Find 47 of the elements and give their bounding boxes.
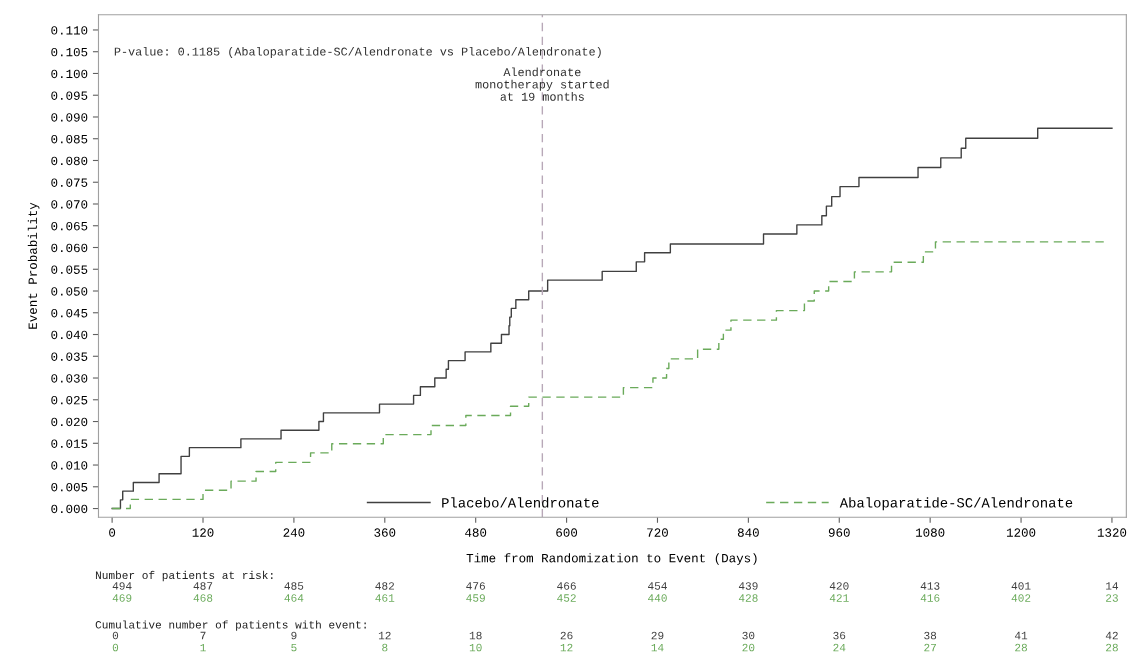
y-tick-label: 0.090 [51,113,88,122]
legend-label: Placebo/Alendronate [442,497,599,508]
x-tick-label: 360 [374,528,396,537]
y-tick-label: 0.025 [51,395,88,405]
y-tick-label: 0.110 [51,26,88,35]
text: 494 487 485 482 476 466 454 439 420 413 401 14 [112,582,1119,590]
legend-label: Abaloparatide-SC/Alendronate [839,497,1073,511]
y-tick-label: 0.080 [51,156,88,166]
y-tick-label: 0.075 [51,178,88,187]
y-tick-label: 0.105 [51,47,88,57]
y-tick-label: 0.015 [51,439,88,448]
y-tick-label: 0.020 [51,417,88,427]
text: Cumulative number of patients with event: [95,620,366,631]
text: Number of patients at risk: [95,570,273,582]
x-tick-label: 480 [465,528,487,537]
y-tick-label: 0.005 [51,482,88,492]
y-tick-label: 0.030 [51,374,88,383]
x-tick-label: 0 [109,528,116,537]
x-tick-label: 960 [828,528,850,537]
y-tick-label: 0.100 [51,69,88,79]
text: 0 7 9 12 18 26 29 30 36 38 41 42 [112,631,1118,640]
y-tick-label: 0.055 [51,265,88,274]
y-tick-label: 0.085 [51,134,88,144]
x-tick-label: 1200 [1006,528,1036,537]
x-tick-label: 120 [192,528,214,537]
y-tick-label: 0.000 [51,504,88,514]
y-tick-label: 0.010 [51,461,88,470]
y-tick-label: 0.065 [51,221,88,231]
text: 469 468 464 461 459 452 440 428 421 416 402 23 [112,594,1118,602]
x-tick-label: 840 [737,528,759,537]
y-tick-label: 0.050 [51,287,88,296]
x-tick-label: 240 [283,528,305,537]
y-tick-label: 0.045 [51,308,88,318]
y-axis-title: Event Probability [27,202,40,329]
y-tick-label: 0.040 [51,330,88,340]
ref-line-label: Alendronate monotherapy started at 19 months [475,67,609,101]
y-tick-label: 0.035 [51,352,88,361]
text: 0 1 5 8 10 12 14 20 24 27 28 28 [112,643,1118,652]
x-tick-label: 720 [647,528,668,537]
y-tick-label: 0.070 [51,200,88,209]
x-axis-title: Time from Randomization to Event (Days) [466,553,757,565]
x-tick-label: 600 [556,528,578,537]
annotation: P-value: 0.1185 (Abaloparatide-SC/Alendronate vs Placebo/Alendronate) [114,46,601,58]
x-tick-label: 1080 [916,528,945,537]
y-tick-label: 0.060 [51,243,88,253]
x-tick-label: 1320 [1097,528,1127,537]
y-tick-label: 0.095 [51,91,88,100]
